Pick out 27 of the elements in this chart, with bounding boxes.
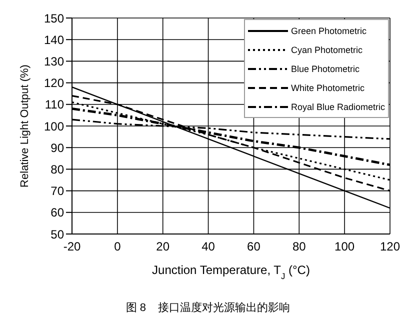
- y-tick-label: 50: [50, 227, 64, 242]
- legend-label: Green Photometric: [290, 26, 366, 36]
- legend-label: Cyan Photometric: [290, 44, 362, 54]
- x-tick-label: 80: [292, 240, 306, 254]
- y-tick-label: 150: [44, 11, 64, 26]
- x-axis-title: Junction Temperature, T$_{J}$ (°C): [152, 263, 310, 281]
- y-tick-label: 120: [44, 76, 64, 90]
- y-tick-label: 130: [44, 54, 64, 68]
- legend-label: Royal Blue Radiometric: [290, 102, 385, 112]
- x-tick-label: 100: [334, 240, 355, 254]
- y-axis-title: Relative Light Output (%): [18, 64, 31, 188]
- y-tick-label: 60: [50, 206, 64, 220]
- x-tick-label: 20: [156, 240, 170, 254]
- caption: 图 8 接口温度对光源输出的影响: [124, 300, 292, 315]
- y-tick-label: 90: [50, 140, 64, 155]
- y-tick-label: 110: [44, 98, 64, 112]
- y-tick-label: 100: [44, 119, 64, 134]
- y-tick-label: 140: [44, 32, 64, 47]
- x-tick-label: 40: [202, 240, 216, 254]
- y-tick-label: 70: [50, 184, 64, 198]
- x-tick-label: 60: [247, 240, 261, 254]
- y-tick-label: 80: [50, 162, 64, 176]
- legend-label: White Photometric: [290, 82, 364, 92]
- x-tick-label: 120: [380, 240, 400, 254]
- legend-label: Blue Photometric: [290, 64, 360, 74]
- x-tick-label: -20: [63, 240, 81, 254]
- x-tick-label: 0: [114, 240, 122, 254]
